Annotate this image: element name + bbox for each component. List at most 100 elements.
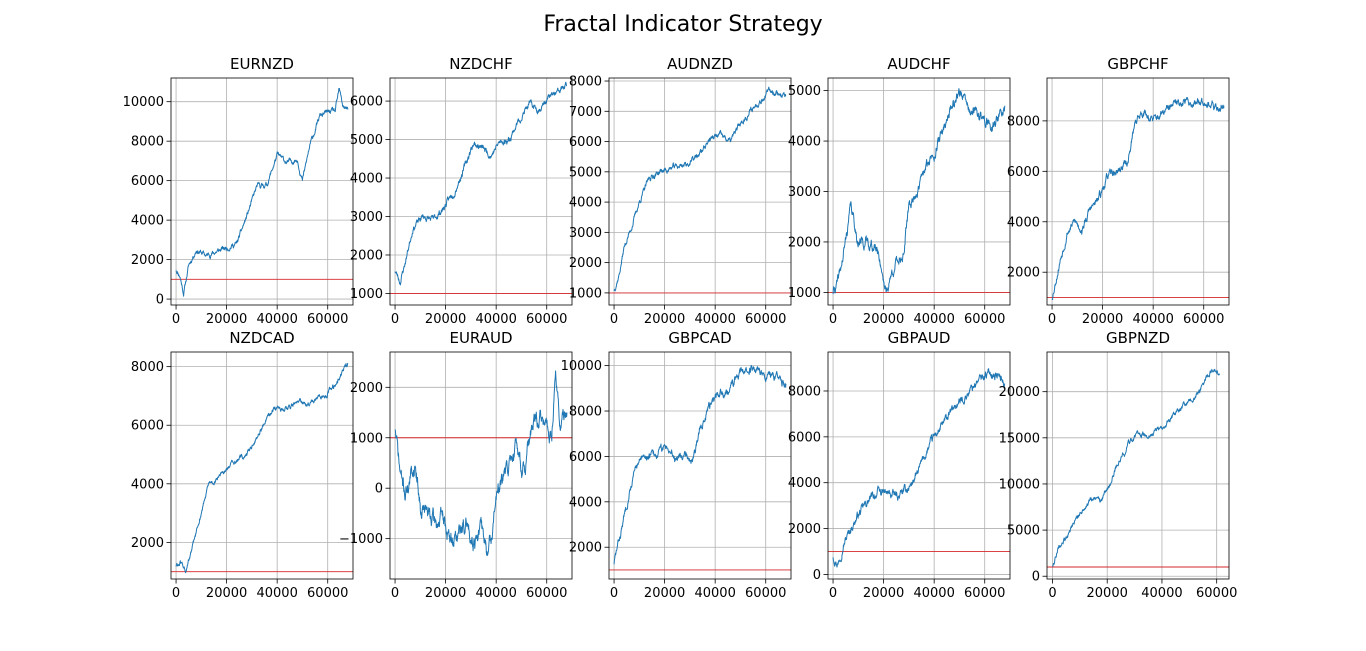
y-tick-label: 8000 bbox=[1007, 114, 1040, 129]
subplot-title: EURNZD bbox=[230, 55, 294, 73]
y-tick-label: 2000 bbox=[788, 522, 821, 537]
subplot-title: GBPCHF bbox=[1107, 55, 1168, 73]
plot-area bbox=[828, 352, 1010, 579]
y-tick-label: 4000 bbox=[788, 135, 821, 150]
subplot-nzdcad: NZDCAD 0 20000 40000 60000 2000 4000 6000 8000 bbox=[131, 329, 354, 601]
y-tick-label: 6000 bbox=[350, 95, 383, 110]
series-line bbox=[613, 86, 787, 292]
series-line bbox=[832, 88, 1006, 295]
subplot-audchf: AUDCHF 0 20000 40000 60000 1000 2000 3000 4000 50… bbox=[788, 55, 1011, 327]
x-tick-label: 0 bbox=[829, 586, 837, 601]
x-tick-label: 60000 bbox=[745, 312, 786, 327]
x-tick-label: 20000 bbox=[1087, 586, 1128, 601]
subplot-title: GBPNZD bbox=[1106, 329, 1170, 347]
x-tick-label: 0 bbox=[610, 586, 618, 601]
subplot-euraud: EURAUD 0 20000 40000 60000 −1000 0 1000 2000 bbox=[339, 329, 573, 601]
x-tick-label: 60000 bbox=[745, 586, 786, 601]
subplot-gbpchf: GBPCHF 0 20000 40000 60000 2000 4000 6000 8000 bbox=[1007, 55, 1230, 327]
x-tick-label: 40000 bbox=[694, 586, 735, 601]
y-tick-label: 10000 bbox=[123, 95, 164, 110]
x-tick-label: 0 bbox=[391, 586, 399, 601]
x-tick-label: 40000 bbox=[256, 586, 297, 601]
x-tick-label: 40000 bbox=[475, 312, 516, 327]
axes-frame bbox=[1046, 351, 1230, 580]
y-tick-label: 7000 bbox=[569, 105, 602, 120]
y-tick-label: 8000 bbox=[131, 360, 164, 375]
series-line bbox=[175, 362, 349, 574]
x-tick-label: 40000 bbox=[475, 586, 516, 601]
subplot-title: NZDCAD bbox=[229, 329, 294, 347]
subplot-audnzd: AUDNZD 0 20000 40000 60000 1000 2000 3000 4000 50… bbox=[569, 55, 792, 327]
series-line bbox=[613, 364, 787, 565]
y-tick-label: 6000 bbox=[569, 450, 602, 465]
subplot-title: GBPCAD bbox=[668, 329, 731, 347]
y-tick-label: 3000 bbox=[350, 210, 383, 225]
plot-area bbox=[1047, 78, 1229, 305]
y-tick-label: 5000 bbox=[1007, 524, 1040, 539]
plot-area bbox=[171, 352, 353, 579]
plot-area bbox=[390, 352, 572, 579]
x-tick-label: 0 bbox=[1048, 312, 1056, 327]
y-tick-label: 0 bbox=[1032, 570, 1040, 585]
y-tick-label: 6000 bbox=[131, 419, 164, 434]
x-tick-label: 20000 bbox=[425, 312, 466, 327]
subplot-title: AUDCHF bbox=[887, 55, 950, 73]
y-tick-label: 8000 bbox=[569, 75, 602, 90]
x-tick-label: 60000 bbox=[964, 586, 1005, 601]
y-tick-label: 4000 bbox=[569, 495, 602, 510]
y-tick-label: 10000 bbox=[561, 359, 602, 374]
y-tick-label: 1000 bbox=[350, 287, 383, 302]
x-tick-label: 20000 bbox=[863, 586, 904, 601]
series-line bbox=[1052, 368, 1220, 567]
x-tick-label: 20000 bbox=[206, 312, 247, 327]
y-tick-label: 2000 bbox=[131, 536, 164, 551]
x-tick-label: 0 bbox=[172, 586, 180, 601]
y-tick-label: 4000 bbox=[350, 172, 383, 187]
x-tick-label: 20000 bbox=[1082, 312, 1123, 327]
y-tick-label: 4000 bbox=[1007, 215, 1040, 230]
y-tick-label: 2000 bbox=[1007, 266, 1040, 281]
x-tick-label: 40000 bbox=[256, 312, 297, 327]
x-tick-label: 20000 bbox=[425, 586, 466, 601]
x-tick-label: 40000 bbox=[1132, 312, 1173, 327]
axes-frame bbox=[389, 351, 573, 580]
x-tick-label: 0 bbox=[172, 312, 180, 327]
axes-frame bbox=[608, 77, 792, 306]
y-tick-label: 8000 bbox=[131, 135, 164, 150]
subplot-gbpaud: GBPAUD 0 20000 40000 60000 0 2000 4000 6000 8000 bbox=[788, 329, 1011, 601]
x-tick-label: 40000 bbox=[913, 312, 954, 327]
y-tick-label: 3000 bbox=[569, 226, 602, 241]
y-tick-label: 2000 bbox=[350, 248, 383, 263]
y-tick-label: 2000 bbox=[569, 541, 602, 556]
y-tick-label: 2000 bbox=[569, 256, 602, 271]
y-tick-label: 0 bbox=[156, 293, 164, 308]
y-tick-label: 6000 bbox=[569, 135, 602, 150]
subplot-gbpcad: GBPCAD 0 20000 40000 60000 2000 4000 6000 8000 10… bbox=[561, 329, 792, 601]
axes-frame bbox=[170, 351, 354, 580]
y-tick-label: 8000 bbox=[788, 384, 821, 399]
y-tick-label: 20000 bbox=[999, 385, 1040, 400]
axes-frame bbox=[170, 77, 354, 306]
y-tick-label: 0 bbox=[375, 482, 383, 497]
x-tick-label: 0 bbox=[1048, 586, 1056, 601]
plot-area bbox=[390, 78, 572, 305]
figure-title: Fractal Indicator Strategy bbox=[543, 12, 822, 37]
series-line bbox=[832, 368, 1006, 568]
x-tick-label: 20000 bbox=[863, 312, 904, 327]
axes-frame bbox=[389, 77, 573, 306]
y-tick-label: 4000 bbox=[131, 477, 164, 492]
x-tick-label: 40000 bbox=[1141, 586, 1182, 601]
subplot-title: AUDNZD bbox=[667, 55, 733, 73]
y-tick-label: 10000 bbox=[999, 477, 1040, 492]
y-tick-label: 1000 bbox=[788, 286, 821, 301]
x-tick-label: 60000 bbox=[307, 312, 348, 327]
y-tick-label: 1000 bbox=[569, 286, 602, 301]
axes-frame bbox=[827, 77, 1011, 306]
series-line bbox=[394, 370, 568, 557]
y-tick-label: 15000 bbox=[999, 431, 1040, 446]
y-tick-label: 2000 bbox=[788, 235, 821, 250]
y-tick-label: 2000 bbox=[350, 381, 383, 396]
axes-frame bbox=[827, 351, 1011, 580]
y-tick-label: 6000 bbox=[1007, 165, 1040, 180]
